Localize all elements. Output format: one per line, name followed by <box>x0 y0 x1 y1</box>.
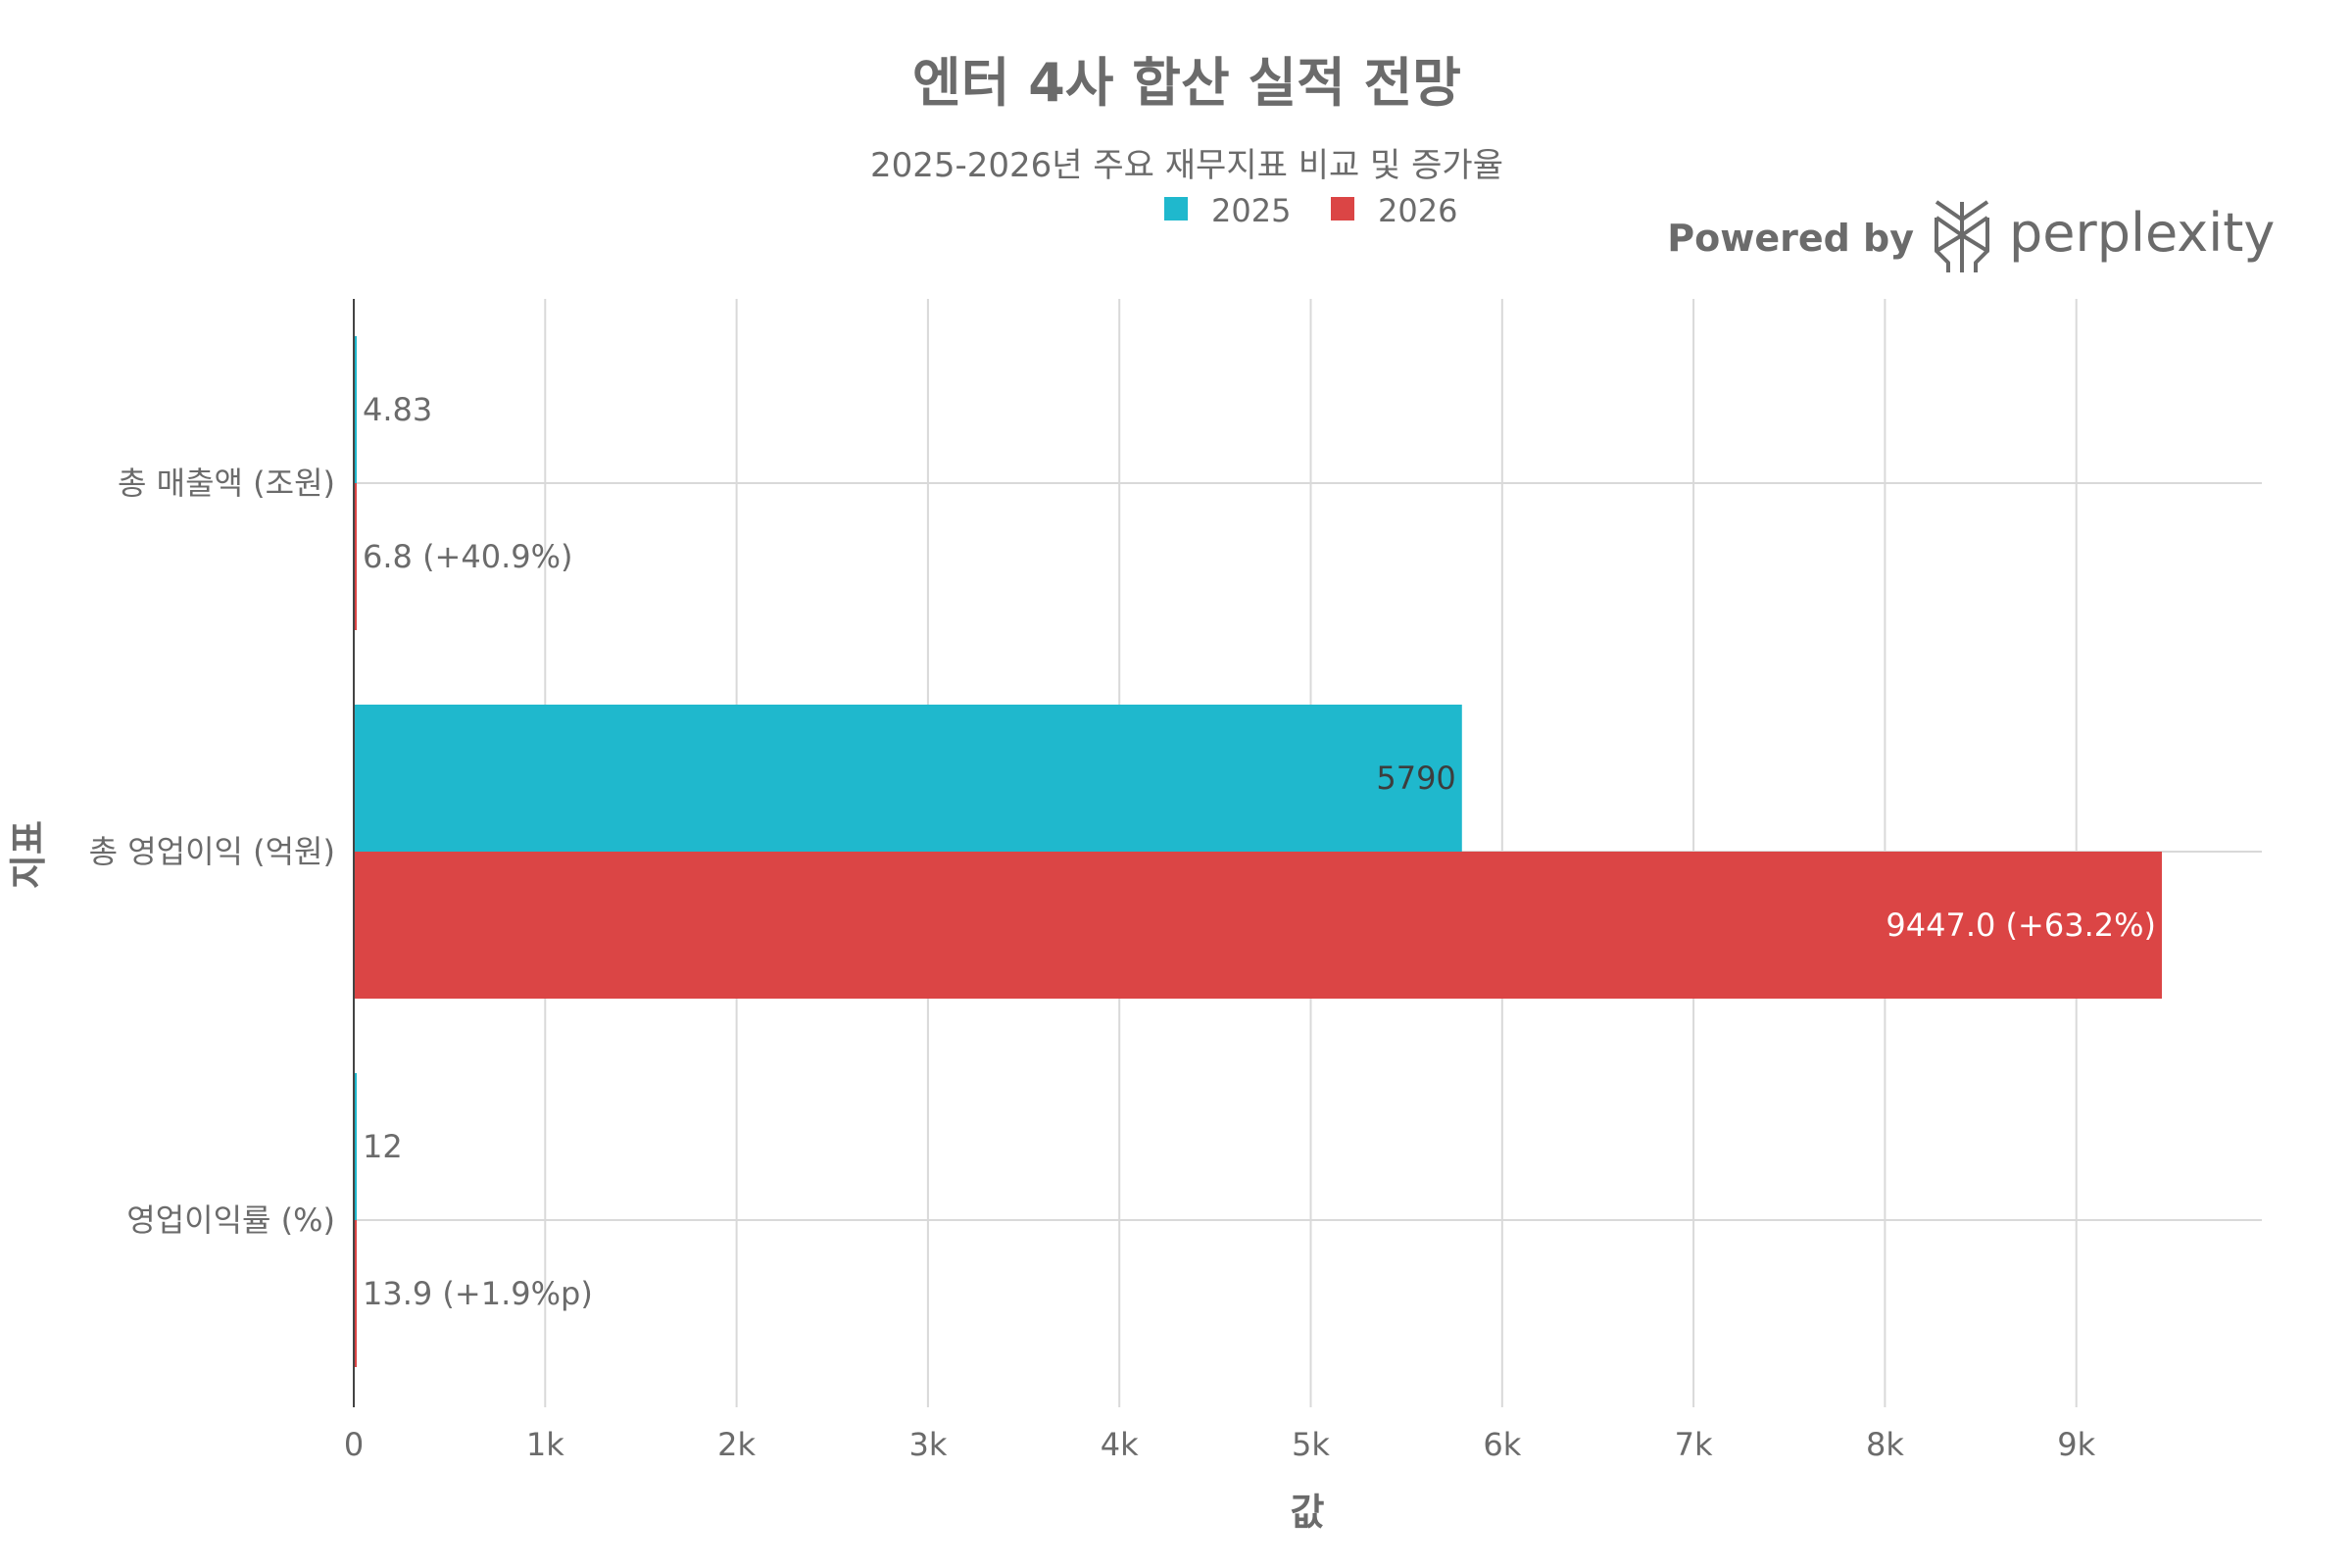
x-tick-label: 0 <box>344 1426 364 1463</box>
y-tick-label: 총 영업이익 (억원) <box>89 833 335 870</box>
bar-2025-2 <box>354 1073 357 1220</box>
data-label: 13.9 (+1.9%p) <box>363 1275 593 1312</box>
data-label: 6.8 (+40.9%) <box>363 538 573 575</box>
x-tick-label: 1k <box>526 1426 564 1463</box>
x-tick-label: 2k <box>717 1426 756 1463</box>
branding: Powered by perplexity <box>1667 200 2275 272</box>
data-label: 4.83 <box>363 391 432 428</box>
x-tick-label: 7k <box>1675 1426 1713 1463</box>
x-tick-label: 9k <box>2057 1426 2095 1463</box>
x-tick-label: 8k <box>1866 1426 1904 1463</box>
y-tick-label: 영업이익률 (%) <box>126 1201 335 1239</box>
chart-title: 엔터 4사 합산 실적 전망 <box>912 52 1461 114</box>
powered-by-text: Powered by <box>1667 217 1914 260</box>
bar-labels: 4.83 5790 12 6.8 (+40.9%) 9447.0 (+63.2%) 13.… <box>363 391 2156 1312</box>
x-axis-title: 값 <box>1291 1491 1325 1534</box>
legend: 2025 2026 <box>1164 192 1457 229</box>
bar-2025-0 <box>354 336 357 483</box>
y-axis-title: 지표 <box>7 820 50 889</box>
x-tick-label: 6k <box>1483 1426 1521 1463</box>
legend-swatch-2026 <box>1331 197 1354 220</box>
perplexity-logo-icon <box>1935 200 1989 272</box>
x-tick-label: 5k <box>1292 1426 1330 1463</box>
x-tick-label: 3k <box>908 1426 947 1463</box>
legend-swatch-2025 <box>1164 197 1188 220</box>
chart-subtitle: 2025-2026년 주요 재무지표 비교 및 증가율 <box>870 146 1503 185</box>
data-label: 9447.0 (+63.2%) <box>1886 906 2156 944</box>
bar-2026-2 <box>354 1220 357 1367</box>
x-tick-label: 4k <box>1101 1426 1139 1463</box>
bar-2026-0 <box>354 483 357 630</box>
data-label: 5790 <box>1376 760 1455 797</box>
x-tick-labels: 0 1k 2k 3k 4k 5k 6k 7k 8k 9k <box>344 1426 2096 1463</box>
legend-label-2026: 2026 <box>1378 192 1457 229</box>
bar-2026-1 <box>354 852 2162 999</box>
bars <box>354 336 2162 1367</box>
data-label: 12 <box>363 1128 403 1165</box>
legend-label-2025: 2025 <box>1211 192 1291 229</box>
bar-2025-1 <box>354 705 1462 852</box>
y-tick-labels: 총 매출액 (조원) 총 영업이익 (억원) 영업이익률 (%) <box>89 465 335 1239</box>
y-tick-label: 총 매출액 (조원) <box>118 465 335 502</box>
brand-name: perplexity <box>2009 202 2275 264</box>
